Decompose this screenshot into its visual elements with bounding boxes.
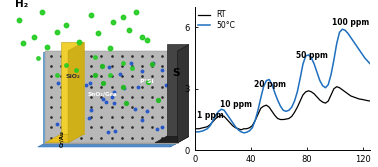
50°C [304, 55, 308, 57]
RT [245, 128, 249, 130]
Polygon shape [45, 134, 84, 143]
Polygon shape [45, 51, 178, 143]
50°C [351, 41, 356, 43]
50°C [245, 131, 249, 133]
Text: Cr/Au: Cr/Au [59, 130, 64, 147]
RT [335, 86, 339, 88]
Polygon shape [43, 143, 178, 144]
Text: 1 ppm: 1 ppm [197, 111, 224, 120]
50°C [192, 131, 197, 133]
Polygon shape [167, 44, 190, 136]
Polygon shape [170, 52, 175, 147]
RT [284, 118, 288, 120]
Text: H₂: H₂ [15, 0, 28, 9]
50°C [284, 110, 288, 112]
Line: 50°C: 50°C [195, 29, 370, 133]
Polygon shape [178, 44, 190, 143]
Polygon shape [38, 144, 175, 147]
Polygon shape [61, 42, 84, 134]
Polygon shape [68, 42, 84, 143]
Polygon shape [45, 51, 178, 143]
RT [230, 125, 235, 127]
50°C [368, 63, 373, 65]
Text: 100 ppm: 100 ppm [333, 18, 370, 27]
Text: 50 ppm: 50 ppm [296, 51, 328, 60]
RT [239, 129, 243, 131]
Polygon shape [43, 52, 175, 144]
50°C [340, 28, 345, 30]
RT [351, 96, 356, 98]
Line: RT: RT [195, 87, 370, 130]
RT [192, 128, 197, 130]
Legend: RT, 50°C: RT, 50°C [198, 11, 235, 30]
50°C [242, 132, 246, 134]
Polygon shape [155, 136, 190, 143]
RT [368, 100, 373, 102]
Text: 10 ppm: 10 ppm [220, 100, 252, 109]
Text: SiO₂: SiO₂ [65, 74, 80, 79]
Y-axis label: S: S [172, 68, 180, 78]
RT [211, 121, 215, 123]
Polygon shape [175, 51, 178, 144]
Text: P⁺Si: P⁺Si [140, 79, 154, 84]
50°C [211, 120, 215, 122]
Text: 20 ppm: 20 ppm [254, 80, 286, 89]
RT [304, 91, 308, 93]
50°C [230, 122, 235, 124]
Text: SnO₂/Gra: SnO₂/Gra [87, 92, 117, 97]
